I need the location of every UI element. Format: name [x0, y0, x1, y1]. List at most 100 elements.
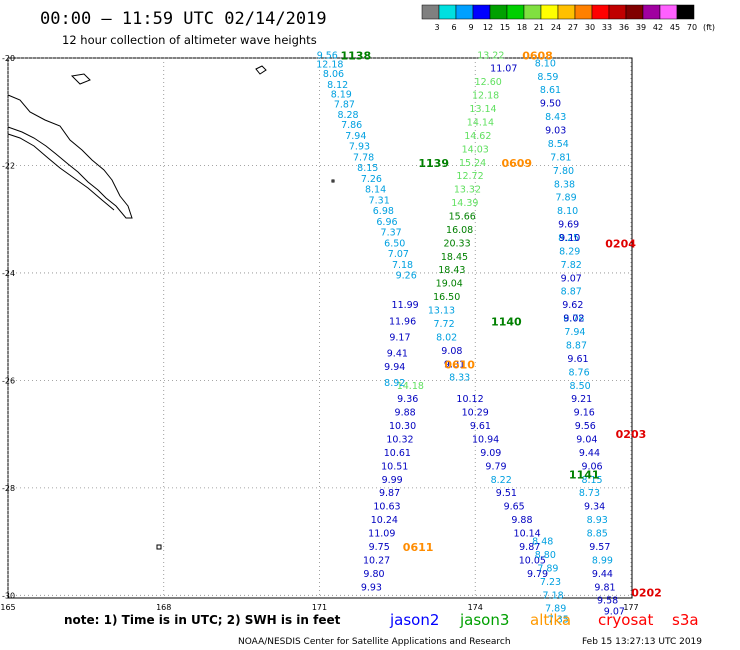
swh-observation: 18.43 — [438, 265, 465, 276]
pass-label: 0609 — [501, 157, 532, 170]
lat-tick-label: -26 — [2, 376, 15, 385]
swh-observation: 8.80 — [535, 550, 556, 561]
swh-observation: 10.12 — [456, 394, 483, 405]
colorbar-label: 27 — [568, 23, 578, 32]
lat-tick-label: -24 — [2, 269, 15, 278]
swh-observation: 8.12 — [327, 80, 348, 91]
swh-observation: 9.03 — [545, 126, 566, 137]
swh-observation: 12.60 — [475, 77, 502, 88]
swh-observation: 9.69 — [558, 220, 579, 231]
colorbar-swatch — [523, 4, 542, 20]
swh-observation: 13.13 — [428, 306, 455, 317]
swh-observation: 8.85 — [587, 529, 608, 540]
pass-label: 1138 — [341, 49, 372, 62]
colorbar-swatch — [557, 4, 576, 20]
colorbar-label: 45 — [670, 23, 680, 32]
swh-observation: 7.94 — [564, 327, 585, 338]
satellite-legend-item: jason3 — [459, 611, 509, 629]
colorbar-label: 36 — [619, 23, 629, 32]
swh-observation: 15.66 — [449, 212, 476, 223]
colorbar-swatch — [574, 4, 593, 20]
swh-observation: 7.81 — [550, 152, 571, 163]
swh-observation: 8.22 — [491, 475, 512, 486]
swh-observation: 13.32 — [454, 185, 481, 196]
swh-observation: 9.94 — [384, 362, 405, 373]
colorbar-swatch — [608, 4, 627, 20]
swh-observation: 8.59 — [537, 72, 558, 83]
swh-observation: 7.18 — [392, 260, 413, 271]
swh-observation: 8.61 — [540, 85, 561, 96]
colorbar-legend: 3 6 9 12 15 18 21 24 27 30 33 36 39 42 45 70 (ft) — [421, 4, 715, 32]
swh-observation: 10.24 — [371, 515, 398, 526]
swh-observation: 9.93 — [361, 582, 382, 593]
swh-observation: 10.63 — [373, 502, 400, 513]
swh-observation: 10.29 — [462, 408, 489, 419]
pass-label: 1139 — [418, 157, 449, 170]
swh-observation: 11.07 — [490, 64, 517, 75]
swh-observation: 9.75 — [369, 542, 390, 553]
swh-observation: 7.89 — [555, 193, 576, 204]
colorbar-swatch — [676, 4, 695, 20]
swh-observation: 7.86 — [341, 120, 362, 131]
colorbar-swatch — [540, 4, 559, 20]
swh-observation: 7.23 — [540, 577, 561, 588]
axis-tick-labels: -20 -22 -24 -26 -28 -30 165 168 171 174 177 — [0, 54, 638, 612]
swh-observation: 7.26 — [361, 174, 382, 185]
lon-tick-label: 165 — [0, 603, 15, 612]
swh-observation: 8.10 — [557, 206, 578, 217]
swh-observation: 9.58 — [597, 596, 618, 607]
swh-observation: 9.16 — [574, 408, 595, 419]
swh-observation: 9.26 — [396, 271, 417, 282]
swh-observation: 8.50 — [570, 381, 591, 392]
pass-label: 0608 — [522, 49, 553, 62]
swh-observation: 9.65 — [504, 502, 525, 513]
colorbar-swatch — [472, 4, 491, 20]
swh-observation: 9.41 — [387, 349, 408, 360]
pass-label: 0203 — [616, 428, 647, 441]
swh-observation: 9.44 — [592, 569, 613, 580]
swh-observation: 9.06 — [581, 461, 602, 472]
swh-observation: 10.94 — [472, 434, 499, 445]
swh-observation: 10.51 — [381, 461, 408, 472]
swh-observation: 7.78 — [353, 152, 374, 163]
swh-observation: 7.89 — [537, 563, 558, 574]
pass-label: 0611 — [403, 541, 434, 554]
swh-observation: 8.19 — [331, 90, 352, 101]
swh-observation: 9.87 — [519, 542, 540, 553]
graticule — [7, 57, 632, 598]
colorbar-swatch — [625, 4, 644, 20]
swh-observation: 9.17 — [389, 332, 410, 343]
satellite-legend: jason2 jason3 altika cryosat s3a — [389, 611, 699, 629]
swh-observation: 8.76 — [568, 367, 589, 378]
swh-observation: 10.30 — [389, 421, 416, 432]
swh-observation: 8.54 — [548, 139, 569, 150]
satellite-legend-item: s3a — [672, 611, 699, 629]
swh-observation: 11.96 — [389, 316, 416, 327]
swh-observation: 13.22 — [477, 50, 504, 61]
lon-tick-label: 171 — [312, 603, 327, 612]
swh-observation: 14.62 — [464, 131, 491, 142]
pass-label: 0202 — [631, 587, 662, 600]
swh-observation: 12.18 — [472, 91, 499, 102]
swh-observation: 9.88 — [395, 408, 416, 419]
colorbar-swatch — [659, 4, 678, 20]
swh-observation: 14.14 — [467, 117, 494, 128]
swh-observation: 9.88 — [511, 515, 532, 526]
units-note: note: 1) Time is in UTC; 2) SWH is in fe… — [64, 613, 341, 627]
colorbar-label: 24 — [551, 23, 561, 32]
colorbar-label: 3 — [434, 23, 439, 32]
map-frame — [7, 57, 633, 599]
colorbar-swatch — [421, 4, 440, 20]
colorbar-swatch — [438, 4, 457, 20]
swh-observation: 7.89 — [545, 604, 566, 615]
swh-observation: 8.33 — [449, 373, 470, 384]
swh-observation: 8.15 — [581, 475, 602, 486]
satellite-legend-item: cryosat — [598, 611, 653, 629]
swh-observation: 14.18 — [397, 381, 424, 392]
swh-observation: 9.79 — [485, 461, 506, 472]
swh-observation: 7.80 — [553, 166, 574, 177]
swh-observation: 9.08 — [441, 346, 462, 357]
swh-observation: 9.62 — [562, 300, 583, 311]
